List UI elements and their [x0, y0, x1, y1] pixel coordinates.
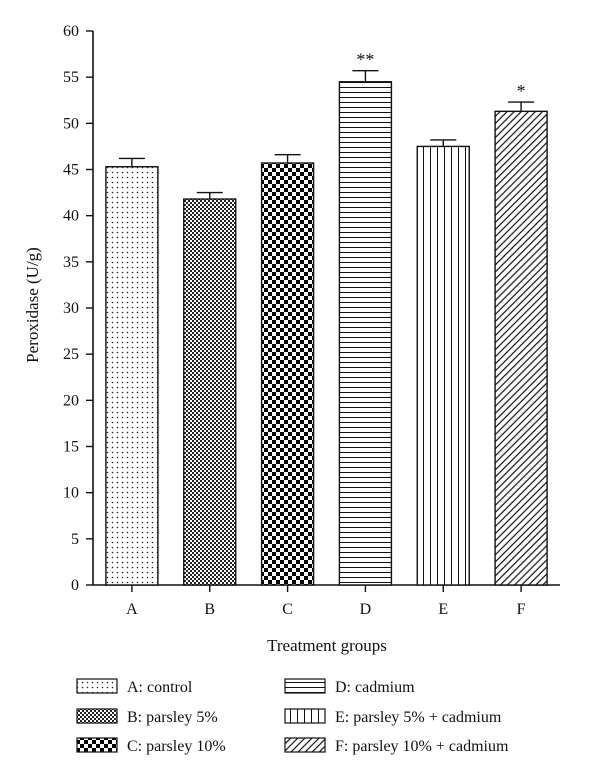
bar-f — [494, 110, 548, 586]
bars: *** — [105, 50, 548, 586]
significance-label-d: ** — [356, 50, 374, 70]
legend-swatch-dots — [76, 678, 118, 694]
y-tick-label: 60 — [63, 23, 79, 40]
x-tick-label-c: C — [282, 601, 293, 618]
legend-label: C: parsley 10% — [127, 738, 226, 755]
y-tick-label: 30 — [63, 300, 79, 317]
y-tick-label: 20 — [63, 392, 79, 409]
y-axis-label: Peroxidase (U/g) — [23, 247, 42, 363]
x-tick-label-b: B — [204, 601, 215, 618]
bar-e — [416, 145, 470, 586]
legend-label: A: control — [127, 679, 193, 696]
bar-d — [338, 81, 393, 586]
legend-swatch-diagonal-lines — [284, 737, 326, 753]
bar-b — [183, 198, 237, 586]
x-tick-label-e: E — [438, 601, 448, 618]
y-tick-label: 35 — [63, 254, 79, 271]
significance-label-f: * — [517, 81, 526, 101]
legend-swatch-horizontal-lines — [284, 678, 326, 694]
y-tick-label: 25 — [63, 346, 79, 363]
bar-a — [105, 166, 159, 586]
y-tick-label: 15 — [63, 439, 79, 456]
legend-label: B: parsley 5% — [127, 709, 218, 726]
x-axis-label: Treatment groups — [267, 636, 387, 655]
legend: A: control B: parsley 5% C: parsley 10% D: … — [76, 678, 509, 755]
y-tick-label: 55 — [63, 69, 79, 86]
legend-swatch-small-checker — [76, 708, 118, 724]
y-tick-label: 40 — [63, 208, 79, 225]
y-tick-label: 5 — [71, 531, 79, 548]
y-tick-label: 10 — [63, 485, 79, 502]
legend-label: D: cadmium — [335, 679, 415, 696]
y-tick-label: 0 — [71, 577, 79, 594]
y-tick-label: 50 — [63, 115, 79, 132]
axes: 0 5 10 15 20 25 30 35 40 45 50 55 60 A B C D E F — [63, 23, 560, 618]
legend-swatch-vertical-lines — [284, 708, 326, 724]
legend-swatch-large-checker — [76, 737, 118, 753]
x-tick-label-f: F — [517, 601, 526, 618]
legend-label: F: parsley 10% + cadmium — [335, 738, 509, 755]
x-tick-label-d: D — [360, 601, 372, 618]
x-tick-label-a: A — [126, 601, 138, 618]
bar-c — [260, 162, 315, 586]
y-tick-label: 45 — [63, 162, 79, 179]
legend-label: E: parsley 5% + cadmium — [335, 709, 502, 726]
